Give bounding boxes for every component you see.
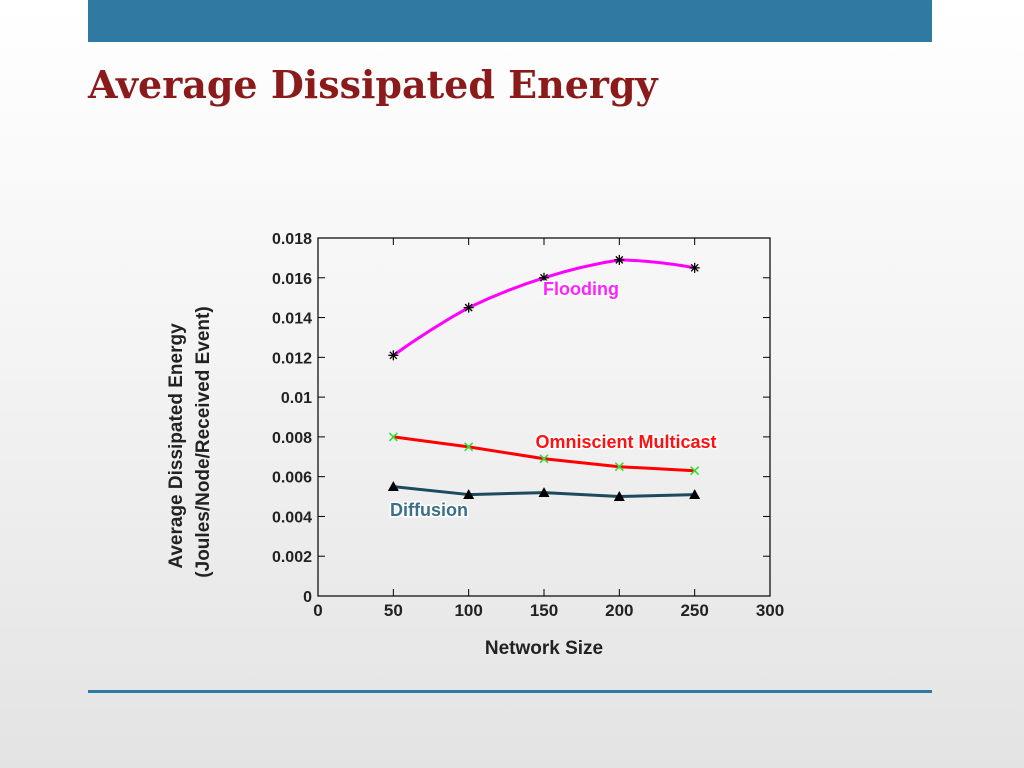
- slide-title: Average Dissipated Energy: [88, 62, 658, 107]
- diffusion-series-label: Diffusion: [390, 500, 468, 520]
- diffusion-point: [463, 489, 475, 499]
- omniscient-multicast-point: [539, 454, 549, 464]
- y-tick-label: 0.008: [272, 430, 312, 447]
- x-tick-label: 50: [384, 601, 403, 620]
- x-tick-label: 200: [605, 601, 633, 620]
- x-tick-label: 300: [756, 601, 784, 620]
- y-tick-label: 0.012: [272, 350, 312, 367]
- x-tick-label: 0: [313, 601, 322, 620]
- y-tick-label: 0.016: [272, 271, 312, 288]
- diffusion-point: [613, 491, 625, 501]
- x-tick-label: 100: [454, 601, 482, 620]
- flooding-point: [388, 350, 399, 361]
- diffusion-point: [538, 487, 550, 497]
- y-tick-label: 0.018: [272, 231, 312, 248]
- y-axis-label-line1: Average Dissipated Energy: [166, 323, 187, 569]
- y-tick-label: 0.004: [272, 509, 312, 526]
- flooding-series-label: Flooding: [543, 279, 619, 299]
- omniscient-multicast-point: [614, 462, 624, 472]
- y-tick-label: 0: [303, 589, 312, 606]
- omniscient-multicast-point: [388, 432, 398, 442]
- x-tick-label: 250: [680, 601, 708, 620]
- flooding-point: [463, 302, 474, 313]
- diffusion-point: [387, 481, 399, 492]
- top-accent-bar: [88, 0, 932, 42]
- y-tick-label: 0.014: [272, 311, 312, 328]
- flooding-point: [539, 272, 549, 283]
- y-axis-label-line2: (Joules/Node/Received Event): [193, 306, 214, 577]
- flooding-point: [614, 254, 625, 265]
- omniscient-multicast-point: [690, 466, 700, 476]
- diffusion-point: [689, 489, 701, 499]
- flooding-point: [689, 262, 700, 273]
- x-tick-label: 150: [530, 601, 558, 620]
- y-tick-label: 0.002: [272, 549, 312, 566]
- y-tick-label: 0.01: [281, 390, 312, 407]
- y-tick-label: 0.006: [272, 470, 312, 487]
- omniscient-multicast-series-label: Omniscient Multicast: [535, 432, 716, 452]
- omniscient-multicast-point: [464, 442, 474, 452]
- x-axis-label: Network Size: [485, 638, 603, 659]
- bottom-divider: [88, 690, 932, 693]
